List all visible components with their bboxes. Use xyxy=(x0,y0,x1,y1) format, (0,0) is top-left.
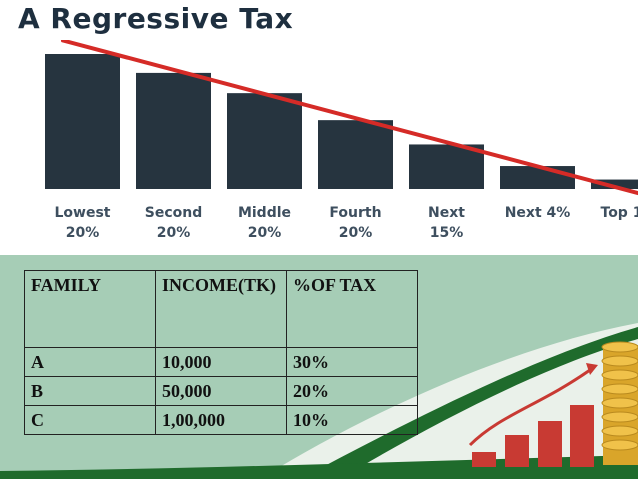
chart-panel: A Regressive Tax Lowest 20% Second 20% Middl… xyxy=(18,2,638,241)
cell-tax-percent: 10% xyxy=(286,405,418,435)
category-label-0-0: Lowest xyxy=(55,205,111,221)
wave-dark xyxy=(300,327,638,479)
cell-income: 50,000 xyxy=(155,376,287,406)
growth-bars-and-coins-icon xyxy=(468,341,638,467)
category-label-3-0: Fourth xyxy=(329,205,381,221)
decorative-background xyxy=(0,323,638,479)
category-label-1-1: 20% xyxy=(157,225,191,241)
bar-6 xyxy=(591,179,638,189)
cell-income: 10,000 xyxy=(155,347,287,377)
bar-chart: Lowest 20% Second 20% Middle 20% Fourth 20% Next… xyxy=(45,40,638,241)
bars-group xyxy=(45,54,638,189)
bar-0 xyxy=(45,54,120,189)
category-label-2-0: Middle xyxy=(238,205,291,221)
tax-table: FAMILY INCOME(TK) %OF TAX A 10,000 30% B… xyxy=(24,270,418,435)
table-row: B 50,000 20% xyxy=(24,376,418,406)
category-label-0-1: 20% xyxy=(66,225,100,241)
cell-income: 1,00,000 xyxy=(155,405,287,435)
category-label-4-0: Next xyxy=(428,205,465,221)
category-label-5-0: Next 4% xyxy=(505,205,571,221)
bar-3 xyxy=(318,120,393,189)
cell-family: B xyxy=(24,376,156,406)
category-label-4-1: 15% xyxy=(430,225,464,241)
category-label-2-1: 20% xyxy=(248,225,282,241)
chart-title: A Regressive Tax xyxy=(18,2,294,35)
bar-2 xyxy=(227,93,302,189)
cell-tax-percent: 20% xyxy=(286,376,418,406)
table-header-row: FAMILY INCOME(TK) %OF TAX xyxy=(24,270,418,348)
trend-line xyxy=(61,40,638,196)
cell-family: A xyxy=(24,347,156,377)
table-row: A 10,000 30% xyxy=(24,347,418,377)
header-family: FAMILY xyxy=(24,270,156,348)
bar-5 xyxy=(500,166,575,189)
category-label-1-0: Second xyxy=(145,205,202,221)
header-tax-percent: %OF TAX xyxy=(286,270,418,348)
cell-tax-percent: 30% xyxy=(286,347,418,377)
category-label-3-1: 20% xyxy=(339,225,373,241)
category-labels: Lowest 20% Second 20% Middle 20% Fourth 20% Next… xyxy=(55,205,638,241)
table-row: C 1,00,000 10% xyxy=(24,405,418,435)
bar-4 xyxy=(409,144,484,189)
bar-1 xyxy=(136,72,211,189)
category-label-6-0: Top 1% xyxy=(601,205,638,221)
table-panel: FAMILY INCOME(TK) %OF TAX A 10,000 30% B… xyxy=(0,255,638,479)
header-income: INCOME(TK) xyxy=(155,270,287,348)
cell-family: C xyxy=(24,405,156,435)
